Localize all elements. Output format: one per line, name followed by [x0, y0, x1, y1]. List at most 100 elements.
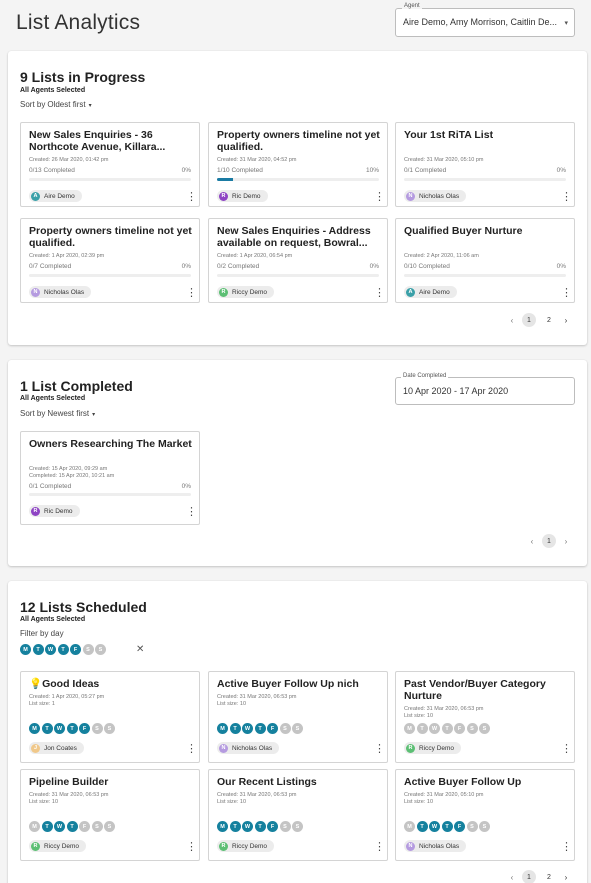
page-button[interactable]: 1: [522, 313, 536, 327]
date-completed-field[interactable]: Date Completed 10 Apr 2020 - 17 Apr 2020: [395, 373, 575, 405]
agent-chip: J Jon Coates: [29, 742, 84, 754]
schedule-day: S: [466, 821, 478, 832]
agent-name: Riccy Demo: [44, 842, 80, 850]
next-page-icon[interactable]: ›: [564, 872, 568, 882]
scheduled-list-card[interactable]: Active Buyer Follow Up nich Created: 31 M…: [208, 671, 388, 763]
card-title-text: Active Buyer Follow Up: [404, 776, 522, 788]
prev-page-icon[interactable]: ‹: [530, 536, 534, 546]
prev-page-icon[interactable]: ‹: [510, 315, 514, 325]
more-menu-icon[interactable]: ⋮: [561, 743, 572, 755]
progress-bar: [217, 274, 379, 277]
next-page-icon[interactable]: ›: [564, 536, 568, 546]
scheduled-list-card[interactable]: Active Buyer Follow Up Created: 31 Mar 20…: [395, 769, 575, 861]
card-created: Created: 26 Mar 2020, 01:42 pm: [29, 157, 109, 163]
scheduled-list-card[interactable]: Pipeline Builder Created: 31 Mar 2020, 06…: [20, 769, 200, 861]
avatar: R: [31, 841, 40, 851]
day-toggle[interactable]: S: [95, 644, 106, 655]
card-completed-date: Completed: 15 Apr 2020, 10:21 am: [29, 473, 115, 479]
schedule-day: S: [292, 723, 303, 734]
sort-control[interactable]: Sort by Oldest first ▾: [20, 100, 92, 109]
next-page-icon[interactable]: ›: [564, 315, 568, 325]
day-toggle[interactable]: T: [57, 644, 69, 655]
agent-name: Ric Demo: [44, 507, 73, 515]
progress-percent: 0%: [369, 263, 379, 270]
more-menu-icon[interactable]: ⋮: [561, 191, 572, 203]
list-card[interactable]: Property owners timeline not yet qualifi…: [208, 122, 388, 207]
card-title: Property owners timeline not yet qualifi…: [217, 129, 380, 153]
chevron-down-icon: ▾: [564, 20, 568, 27]
schedule-day: S: [104, 723, 115, 734]
agent-chip: A Aire Demo: [404, 286, 457, 298]
progress-percent: 0%: [556, 167, 566, 174]
avatar: R: [219, 191, 228, 201]
page-button[interactable]: 1: [542, 534, 556, 548]
avatar: N: [406, 841, 415, 851]
more-menu-icon[interactable]: ⋮: [561, 841, 572, 853]
avatar: N: [31, 287, 40, 297]
schedule-day: F: [267, 821, 278, 832]
scheduled-list-card[interactable]: Past Vendor/Buyer Category Nurture Create…: [395, 671, 575, 763]
list-card[interactable]: Your 1st RiTA List Created: 31 Mar 2020, …: [395, 122, 575, 207]
day-toggle[interactable]: S: [82, 644, 94, 655]
sort-label: Sort by: [20, 409, 46, 418]
more-menu-icon[interactable]: ⋮: [186, 287, 197, 299]
schedule-day: S: [479, 723, 490, 734]
agent-select[interactable]: Agent Aire Demo, Amy Morrison, Caitlin D…: [395, 3, 575, 37]
completed-list-card[interactable]: Owners Researching The Market Created: 1…: [20, 431, 200, 525]
more-menu-icon[interactable]: ⋮: [186, 743, 197, 755]
lists-scheduled-section: 12 Lists Scheduled All Agents Selected F…: [8, 581, 587, 883]
sort-control[interactable]: Sort by Newest first ▾: [20, 409, 95, 418]
schedule-day: T: [416, 821, 428, 832]
list-card[interactable]: Property owners timeline not yet qualifi…: [20, 218, 200, 303]
day-toggle[interactable]: T: [32, 644, 44, 655]
sort-value[interactable]: Newest first: [47, 409, 90, 418]
progress-label: 0/10 Completed: [404, 263, 450, 270]
list-size: List size: 10: [217, 701, 247, 707]
agent-chip: N Nicholas Olas: [29, 286, 92, 298]
schedule-day: S: [292, 821, 303, 832]
card-title-text: Pipeline Builder: [29, 776, 109, 788]
more-menu-icon[interactable]: ⋮: [374, 841, 385, 853]
more-menu-icon[interactable]: ⋮: [186, 191, 197, 203]
card-created: Created: 2 Apr 2020, 11:06 am: [404, 253, 479, 259]
page-button[interactable]: 2: [547, 873, 551, 881]
progress-label: 0/1 Completed: [404, 167, 447, 174]
schedule-day: F: [79, 723, 90, 734]
more-menu-icon[interactable]: ⋮: [186, 841, 197, 853]
agent-select-value: Aire Demo, Amy Morrison, Caitlin De...: [403, 17, 558, 27]
agent-name: Nicholas Olas: [44, 288, 85, 296]
more-menu-icon[interactable]: ⋮: [374, 743, 385, 755]
avatar: N: [406, 191, 415, 201]
day-toggle[interactable]: M: [20, 644, 31, 655]
schedule-day: W: [242, 723, 253, 734]
more-menu-icon[interactable]: ⋮: [186, 506, 197, 518]
progress-bar: [29, 493, 191, 496]
list-size: List size: 1: [29, 701, 55, 707]
day-toggle[interactable]: W: [45, 644, 56, 655]
more-menu-icon[interactable]: ⋮: [374, 191, 385, 203]
agent-chip: R Riccy Demo: [404, 742, 462, 754]
more-menu-icon[interactable]: ⋮: [374, 287, 385, 299]
more-menu-icon[interactable]: ⋮: [561, 287, 572, 299]
schedule-day: S: [466, 723, 478, 734]
scheduled-list-card[interactable]: Our Recent Listings Created: 31 Mar 2020,…: [208, 769, 388, 861]
schedule-day: W: [54, 723, 65, 734]
page-button[interactable]: 1: [522, 870, 536, 883]
agent-name: Aire Demo: [44, 192, 75, 200]
sort-value[interactable]: Oldest first: [47, 100, 86, 109]
day-toggle[interactable]: F: [70, 644, 81, 655]
agent-select-label: Agent: [402, 3, 422, 9]
pagination: ‹ 1 2 ›: [505, 870, 573, 883]
card-title: Past Vendor/Buyer Category Nurture: [404, 678, 569, 702]
schedule-day: S: [104, 821, 115, 832]
list-card[interactable]: Qualified Buyer Nurture Created: 2 Apr 20…: [395, 218, 575, 303]
clear-filter-icon[interactable]: ✕: [136, 644, 145, 655]
prev-page-icon[interactable]: ‹: [510, 872, 514, 882]
list-card[interactable]: New Sales Enquiries - Address available …: [208, 218, 388, 303]
list-card[interactable]: New Sales Enquiries - 36 Northcote Avenu…: [20, 122, 200, 207]
scheduled-list-card[interactable]: 💡Good Ideas Created: 1 Apr 2020, 05:27 pm…: [20, 671, 200, 763]
page-button[interactable]: 2: [547, 316, 551, 324]
